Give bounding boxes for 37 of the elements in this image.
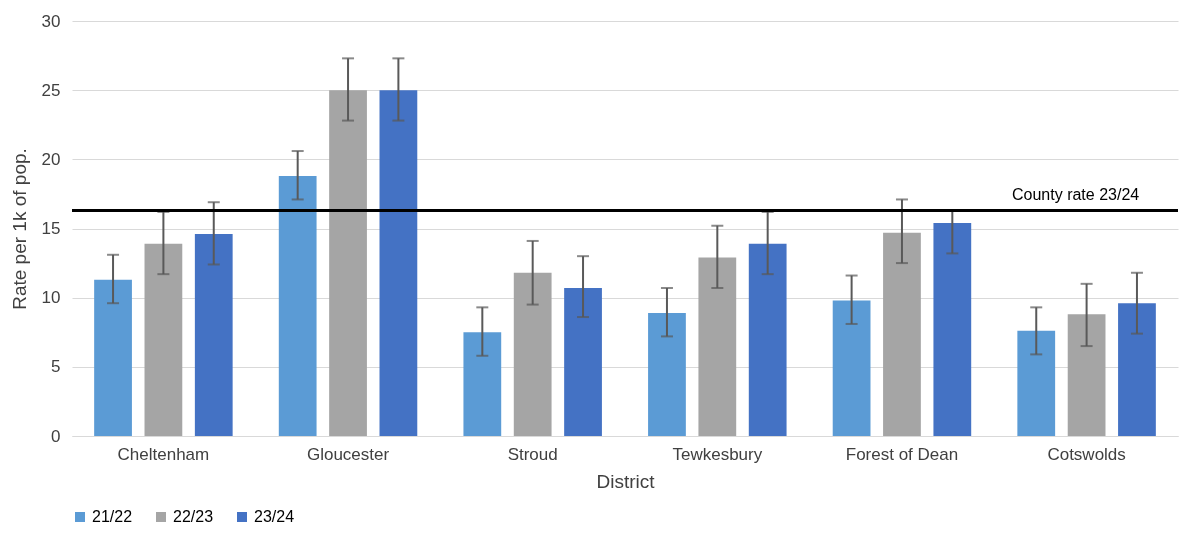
bar [832,300,871,436]
bar [463,332,502,436]
bar [883,232,921,436]
bar [1118,303,1156,436]
bar [329,90,367,436]
ref-line-label: County rate 23/24 [1012,185,1140,203]
bar [94,279,132,436]
bar [379,90,418,436]
y-tick-label: 0 [51,426,61,446]
x-tick-label: Forest of Dean [845,444,959,464]
x-tick-label: Cotswolds [1047,444,1126,464]
x-tick-label: Tewkesbury [672,444,763,464]
x-tick-label: Gloucester [306,444,390,464]
y-tick-label: 30 [41,11,61,31]
legend-label: 22/23 [173,508,214,525]
bar [144,243,183,436]
y-tick-label: 15 [41,219,61,238]
x-tick-label: Cheltenham [117,444,210,464]
bar [564,287,602,436]
bar [1067,314,1106,436]
bar [748,243,787,436]
bar [933,222,972,436]
y-tick-label: 10 [41,288,61,308]
bar [648,312,686,436]
y-axis-title: Rate per 1k of pop. [8,148,30,310]
x-tick-label: Stroud [507,444,558,464]
legend-label: 21/22 [92,508,133,525]
bar [698,257,737,436]
bar [513,272,552,436]
y-tick-label: 20 [41,149,61,169]
bar [1017,330,1056,436]
bar [194,234,233,436]
legend-label: 23/24 [254,508,295,525]
bar [278,175,317,436]
y-tick-label: 5 [51,357,61,377]
x-axis-title: District [596,470,656,492]
y-tick-label: 25 [41,80,61,100]
